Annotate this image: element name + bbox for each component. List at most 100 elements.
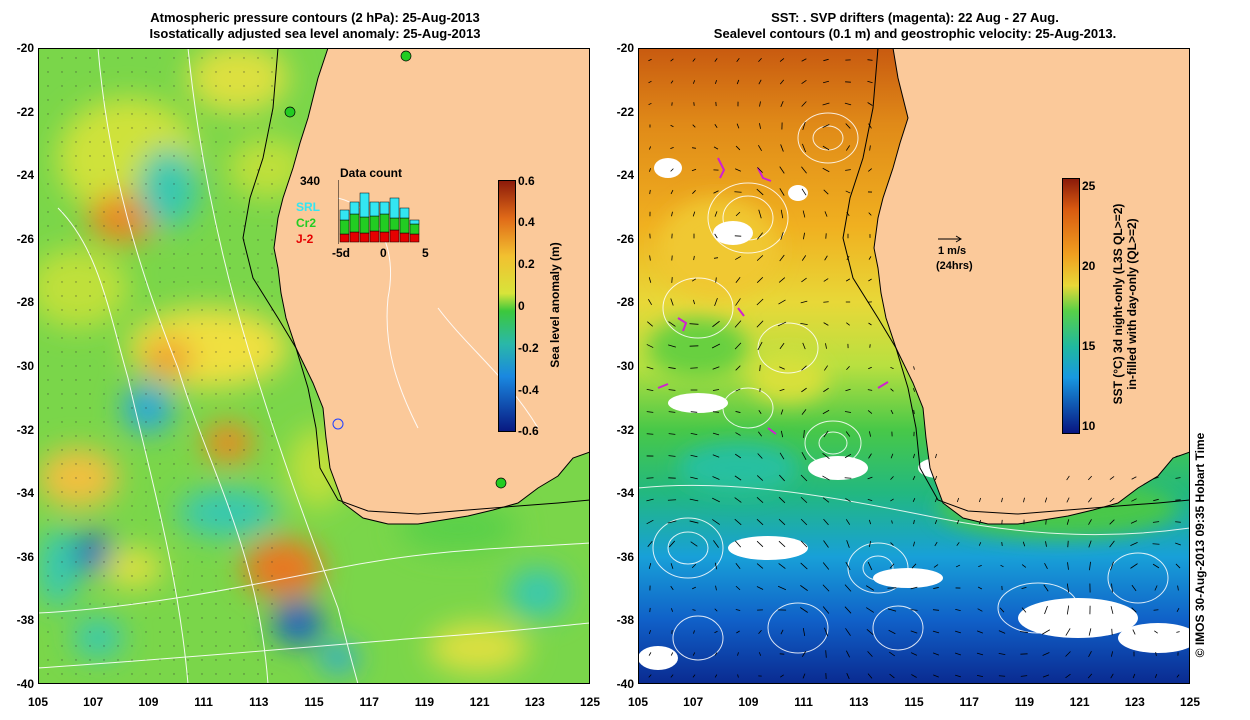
sample-dot [215,477,217,479]
right-title-line2: Sealevel contours (0.1 m) and geostrophi… [713,26,1117,41]
velocity-vector [913,388,915,392]
sample-dot [187,435,189,437]
sample-dot [159,505,161,507]
sample-dot [145,225,147,227]
velocity-vector [977,630,983,634]
velocity-vector [647,298,653,306]
sample-dot [159,533,161,535]
sample-dot [117,491,119,493]
sample-dot [117,631,119,633]
velocity-vector [670,124,674,128]
sample-dot [89,155,91,157]
sample-dot [159,169,161,171]
velocity-vector [956,542,960,546]
svp-drifters[interactable] [657,157,889,435]
sample-dot [117,645,119,647]
velocity-vector [1109,476,1115,480]
velocity-vector [668,321,676,327]
sample-dot [187,505,189,507]
sample-dot [103,337,105,339]
sample-dot [117,351,119,353]
sample-dot [75,225,77,227]
sample-dot [229,365,231,367]
data-count-bar-j-2 [389,229,400,243]
velocity-vector [913,519,915,525]
data-count-bar-j-2 [349,231,360,243]
sample-dot [229,113,231,115]
sample-dot [47,267,49,269]
sample-dot [131,309,133,311]
sample-dot [201,309,203,311]
sample-dot [257,309,259,311]
sample-dot [61,505,63,507]
sample-dot [201,281,203,283]
station-marker[interactable] [495,477,507,489]
velocity-vector [955,564,961,568]
sample-dot [131,281,133,283]
station-marker[interactable] [332,418,344,430]
sample-dot [89,211,91,213]
sample-dot [131,323,133,325]
sample-dot [47,225,49,227]
velocity-vector [1109,497,1115,503]
sample-dot [201,421,203,423]
velocity-vector [1131,498,1137,502]
sample-dot [47,309,49,311]
sample-dot [173,253,175,255]
sample-dot [103,659,105,661]
velocity-vector [671,211,673,217]
sample-dot [47,85,49,87]
sample-dot [215,183,217,185]
sample-dot [243,435,245,437]
sample-dot [215,491,217,493]
sample-dot [257,141,259,143]
station-marker[interactable] [284,106,296,118]
sample-dot [229,449,231,451]
sample-dot [131,659,133,661]
sla-colorbar-label: Sea level anomaly (m) [548,242,562,368]
velocity-vector [693,255,695,261]
velocity-vector [712,432,720,436]
right-map[interactable] [638,48,1190,684]
velocity-vector [822,409,830,415]
sample-dot [103,169,105,171]
velocity-vector [802,342,806,350]
data-count-bar-srl [399,207,410,219]
sample-dot [159,99,161,101]
left-map[interactable] [38,48,590,684]
sla-sample-dots [47,57,273,675]
sample-dot [257,673,259,675]
station-marker[interactable] [400,50,412,62]
sample-dot [159,379,161,381]
velocity-vector [778,299,786,305]
velocity-vector [1022,541,1026,547]
sample-dot [117,99,119,101]
velocity-vector [692,299,696,305]
sample-dot [243,113,245,115]
sample-dot [257,295,259,297]
sample-dot [215,155,217,157]
sample-dot [257,407,259,409]
shelf-break-right [842,48,1190,515]
velocity-vector [692,609,696,611]
velocity-vector [778,540,786,548]
sample-dot [89,449,91,451]
velocity-vector [758,79,762,85]
sample-dot [229,169,231,171]
sample-dot [61,449,63,451]
sample-dot [257,71,259,73]
velocity-vector [822,497,830,503]
sample-dot [47,561,49,563]
velocity-vector [690,476,698,480]
sample-dot [229,491,231,493]
velocity-vector [998,653,1006,655]
sample-dot [229,85,231,87]
velocity-vector [714,58,718,62]
velocity-vector [844,102,852,106]
sample-dot [89,505,91,507]
sample-dot [215,617,217,619]
data-count-bar-srl [339,209,350,221]
sample-dot [201,351,203,353]
sample-dot [61,645,63,647]
velocity-scale-label: 1 m/s [938,245,967,257]
